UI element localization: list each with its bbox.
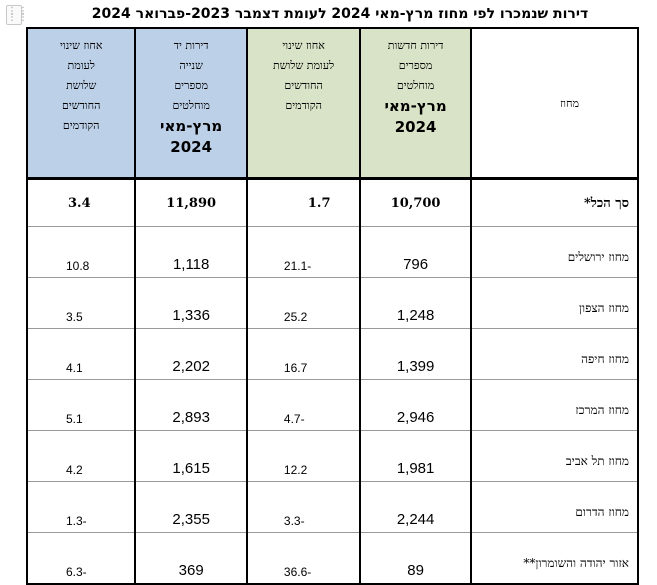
new-apartments-header: דירות חדשות מספרים מוחלטים מרץ-מאי 2024 [359, 27, 472, 180]
used-pct-cell: 5.1 [25, 379, 137, 431]
table-row: מחוז חיפה 1,399 16.7 2,202 4.1 [25, 328, 640, 380]
new-count-cell: 1,981 [359, 430, 472, 482]
table-row: מחוז ירושלים 796 21.1- 1,118 10.8 [25, 226, 640, 278]
new-pct-header-line: הקודמים [285, 99, 322, 112]
new-pct-header-line: החודשים [284, 79, 323, 92]
used-pct-header-line: החודשים [61, 99, 101, 112]
used-pct-header-line: הקודמים [62, 119, 100, 132]
new-pct-cell: 1.7 [245, 178, 362, 227]
used-header-line: מוחלטים [172, 99, 210, 112]
new-pct-cell: 21.1- [245, 226, 362, 278]
table-row: אזור יהודה והשומרון** 89 36.6- 369 6.3- [25, 532, 640, 585]
used-pct-cell: 1.3- [25, 481, 137, 533]
used-count-cell: 2,355 [134, 481, 248, 533]
new-pct-cell: 16.7 [245, 328, 362, 380]
table-title: דירות שנמכרו לפי מחוז מרץ-מאי 2024 לעומת… [91, 6, 589, 22]
new-header-line: מוחלטים [396, 79, 435, 92]
used-pct-header-line: לעומת [67, 59, 95, 72]
new-header-year: 2024 [394, 118, 437, 136]
new-pct-change-header: אחוז שינוי לעומת שלושת החודשים הקודמים [245, 27, 362, 180]
used-pct-cell: 4.1 [25, 328, 137, 380]
used-count-cell: 2,202 [134, 328, 248, 380]
used-pct-header-line: שלושת [66, 79, 97, 92]
table-row-total: סך הכל* 10,700 1.7 11,890 3.4 [25, 178, 640, 227]
new-pct-cell: 12.2 [245, 430, 362, 482]
used-pct-cell: 6.3- [25, 532, 137, 585]
new-pct-cell: 4.7- [245, 379, 362, 431]
used-header-line: מספרים [174, 79, 209, 92]
new-count-cell: 1,399 [359, 328, 472, 380]
table-row: מחוז הדרום 2,244 3.3- 2,355 1.3- [25, 481, 640, 533]
used-count-cell: 1,118 [134, 226, 248, 278]
region-column-header: מחוז [469, 27, 640, 180]
used-pct-header-line: אחוז שינוי [60, 39, 103, 52]
new-count-cell: 10,700 [359, 178, 472, 227]
new-pct-cell: 3.3- [245, 481, 362, 533]
new-count-cell: 89 [359, 532, 472, 585]
used-header-line: דירות יד [173, 39, 209, 52]
used-apartments-header: דירות יד שנייה מספרים מוחלטים מרץ-מאי 20… [134, 27, 248, 180]
used-pct-cell: 4.2 [25, 430, 137, 482]
region-cell: מחוז תל אביב [469, 430, 640, 482]
used-count-cell: 369 [134, 532, 248, 585]
region-cell: אזור יהודה והשומרון** [469, 532, 640, 585]
new-pct-cell: 36.6- [245, 532, 362, 585]
new-count-cell: 2,244 [359, 481, 472, 533]
used-header-line: שנייה [179, 59, 203, 72]
region-cell: מחוז ירושלים [469, 226, 640, 278]
new-pct-header-line: לעומת שלושת [273, 59, 335, 72]
new-pct-header-line: אחוז שינוי [282, 39, 325, 52]
used-count-cell: 1,336 [134, 277, 248, 329]
used-header-year: 2024 [170, 138, 213, 156]
used-pct-change-header: אחוז שינוי לעומת שלושת החודשים הקודמים [25, 27, 137, 180]
new-count-cell: 796 [359, 226, 472, 278]
region-cell: סך הכל* [469, 178, 640, 227]
header-row: מחוז דירות חדשות מספרים מוחלטים מרץ-מאי … [25, 27, 640, 180]
used-count-cell: 2,893 [134, 379, 248, 431]
used-count-cell: 1,615 [134, 430, 248, 482]
new-pct-cell: 25.2 [245, 277, 362, 329]
new-header-line: מספרים [398, 59, 433, 72]
region-cell: מחוז הצפון [469, 277, 640, 329]
used-pct-cell: 3.5 [25, 277, 137, 329]
used-count-cell: 11,890 [134, 178, 248, 227]
region-cell: מחוז המרכז [469, 379, 640, 431]
region-cell: מחוז הדרום [469, 481, 640, 533]
new-header-line: דירות חדשות [387, 39, 444, 52]
used-header-period: מרץ-מאי [160, 117, 223, 135]
new-header-period: מרץ-מאי [384, 97, 447, 115]
used-pct-cell: 3.4 [25, 178, 137, 227]
new-count-cell: 1,248 [359, 277, 472, 329]
table-row: מחוז הצפון 1,248 25.2 1,336 3.5 [25, 277, 640, 329]
region-cell: מחוז חיפה [469, 328, 640, 380]
table-row: מחוז המרכז 2,946 4.7- 2,893 5.1 [25, 379, 640, 431]
new-count-cell: 2,946 [359, 379, 472, 431]
table-row: מחוז תל אביב 1,981 12.2 1,615 4.2 [25, 430, 640, 482]
drag-handle-icon[interactable]: ⋮⋮ ⋮⋮ [6, 5, 29, 25]
used-pct-cell: 10.8 [25, 226, 137, 278]
sales-table: מחוז דירות חדשות מספרים מוחלטים מרץ-מאי … [25, 27, 640, 585]
